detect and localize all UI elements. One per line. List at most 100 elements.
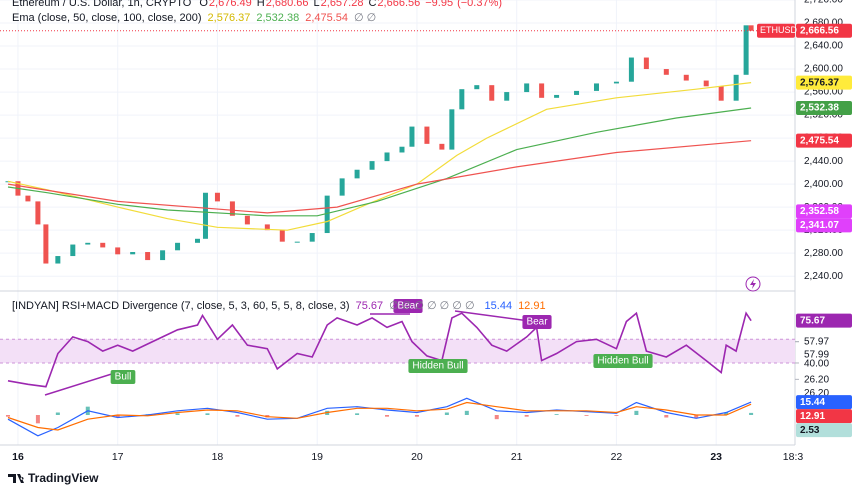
logo-mark [8,474,24,483]
price-label-box [796,204,852,219]
candle [354,169,360,179]
candle [160,250,166,261]
candle [409,126,415,147]
candle [195,238,200,243]
y-tick-label: 2,600.00 [804,64,843,75]
ema-line [7,140,752,214]
candle [524,83,530,93]
price-label-box [796,423,852,438]
macd-bar [175,413,180,415]
divergence-label-box [593,354,653,368]
x-tick-label: 21 [511,451,523,463]
x-tick-label: 22 [611,451,623,463]
x-tick-label: 18:3 [783,451,804,463]
x-tick-label: 19 [311,451,323,463]
divergence-label-box [408,359,468,373]
ohlc-name: C [368,0,376,9]
ohlc-name: L [314,0,320,9]
y-tick-label: 26.20 [804,388,829,399]
symbol-box [757,23,795,38]
ema-line [7,107,752,217]
candle [100,242,106,248]
price-label: 2.53 [800,425,820,436]
macd-bar [664,415,669,418]
candle [628,57,634,82]
price-label: 2,352.58 [800,206,839,217]
symbol-label: ETHUSD [760,25,798,35]
ohlc-value: 2,666.56 [377,0,420,9]
candle [70,244,76,257]
candle [214,192,220,202]
y-tick-label: 2,280.00 [804,248,843,259]
candle [85,242,91,245]
price-label-box [796,395,852,410]
divergence-label-box [393,299,423,313]
candle [643,57,649,70]
candle [554,94,560,98]
candle [504,92,510,101]
alert-icon[interactable] [745,276,761,292]
price-label-box [796,75,852,90]
candle [35,201,41,225]
change: −9.95 [425,0,453,9]
macd-bar [584,415,589,416]
rsi-value: 75.67 [356,300,384,312]
macd-bar [235,415,240,417]
macd-bar [749,412,754,415]
y-tick-label: 2,560.00 [804,87,843,98]
divergence-label: Bear [526,317,548,328]
price-label-box [796,100,852,115]
ohlc-value: 2,680.66 [266,0,309,9]
candle [130,252,136,255]
candle [539,83,545,98]
candle [489,85,495,101]
price-label-box [796,409,852,424]
y-tick-label: 2,520.00 [804,110,843,121]
x-tick-label: 23 [710,451,722,463]
candle [339,178,345,196]
y-tick-label: 26.20 [804,375,829,386]
price-label-box [796,133,852,148]
price-label: 2,666.56 [800,25,839,36]
indicator-title: Ema (close, 50, close, 100, close, 200) [12,12,202,24]
y-tick-label: 2,440.00 [804,156,843,167]
alert-bolt [750,279,756,289]
macd-bar [634,410,639,415]
macd-bar [205,413,210,415]
macd-bar [35,415,40,424]
macd-bar [355,413,360,415]
macd-bar [524,415,529,417]
change-pct: (−0.37%) [457,0,502,9]
indicator-title: [INDYAN] RSI+MACD Divergence (7, close, … [12,300,350,312]
signal-value: 12.91 [518,300,546,312]
macd-bar [5,415,10,417]
ema-value: 2,475.54 [305,12,348,24]
candle [474,85,480,90]
candle [593,83,599,91]
candle [55,256,61,264]
divergence-label-box [110,370,136,384]
macd-bar [614,415,619,416]
macd-bar [554,414,559,415]
candle [574,90,580,95]
candle [279,230,285,242]
macd-bar [414,415,419,417]
ohlc-name: O [199,0,208,9]
candle [424,126,430,144]
macd-bar [385,415,390,417]
ema-value: 2,576.37 [208,12,251,24]
ema-value: 2,532.38 [256,12,299,24]
x-tick-label: 17 [112,451,124,463]
brand-name: TradingView [28,471,99,485]
ohlc-name: H [257,0,265,9]
candle [229,201,235,216]
ohlc-value: 2,676.49 [209,0,252,9]
macd-bar [464,410,469,415]
macd-bar [694,415,699,419]
candle [324,195,330,234]
divergence-label: Hidden Bull [412,361,463,372]
y-tick-label: 2,640.00 [804,41,843,52]
x-tick-label: 20 [411,451,423,463]
price-label: 15.44 [800,397,825,408]
